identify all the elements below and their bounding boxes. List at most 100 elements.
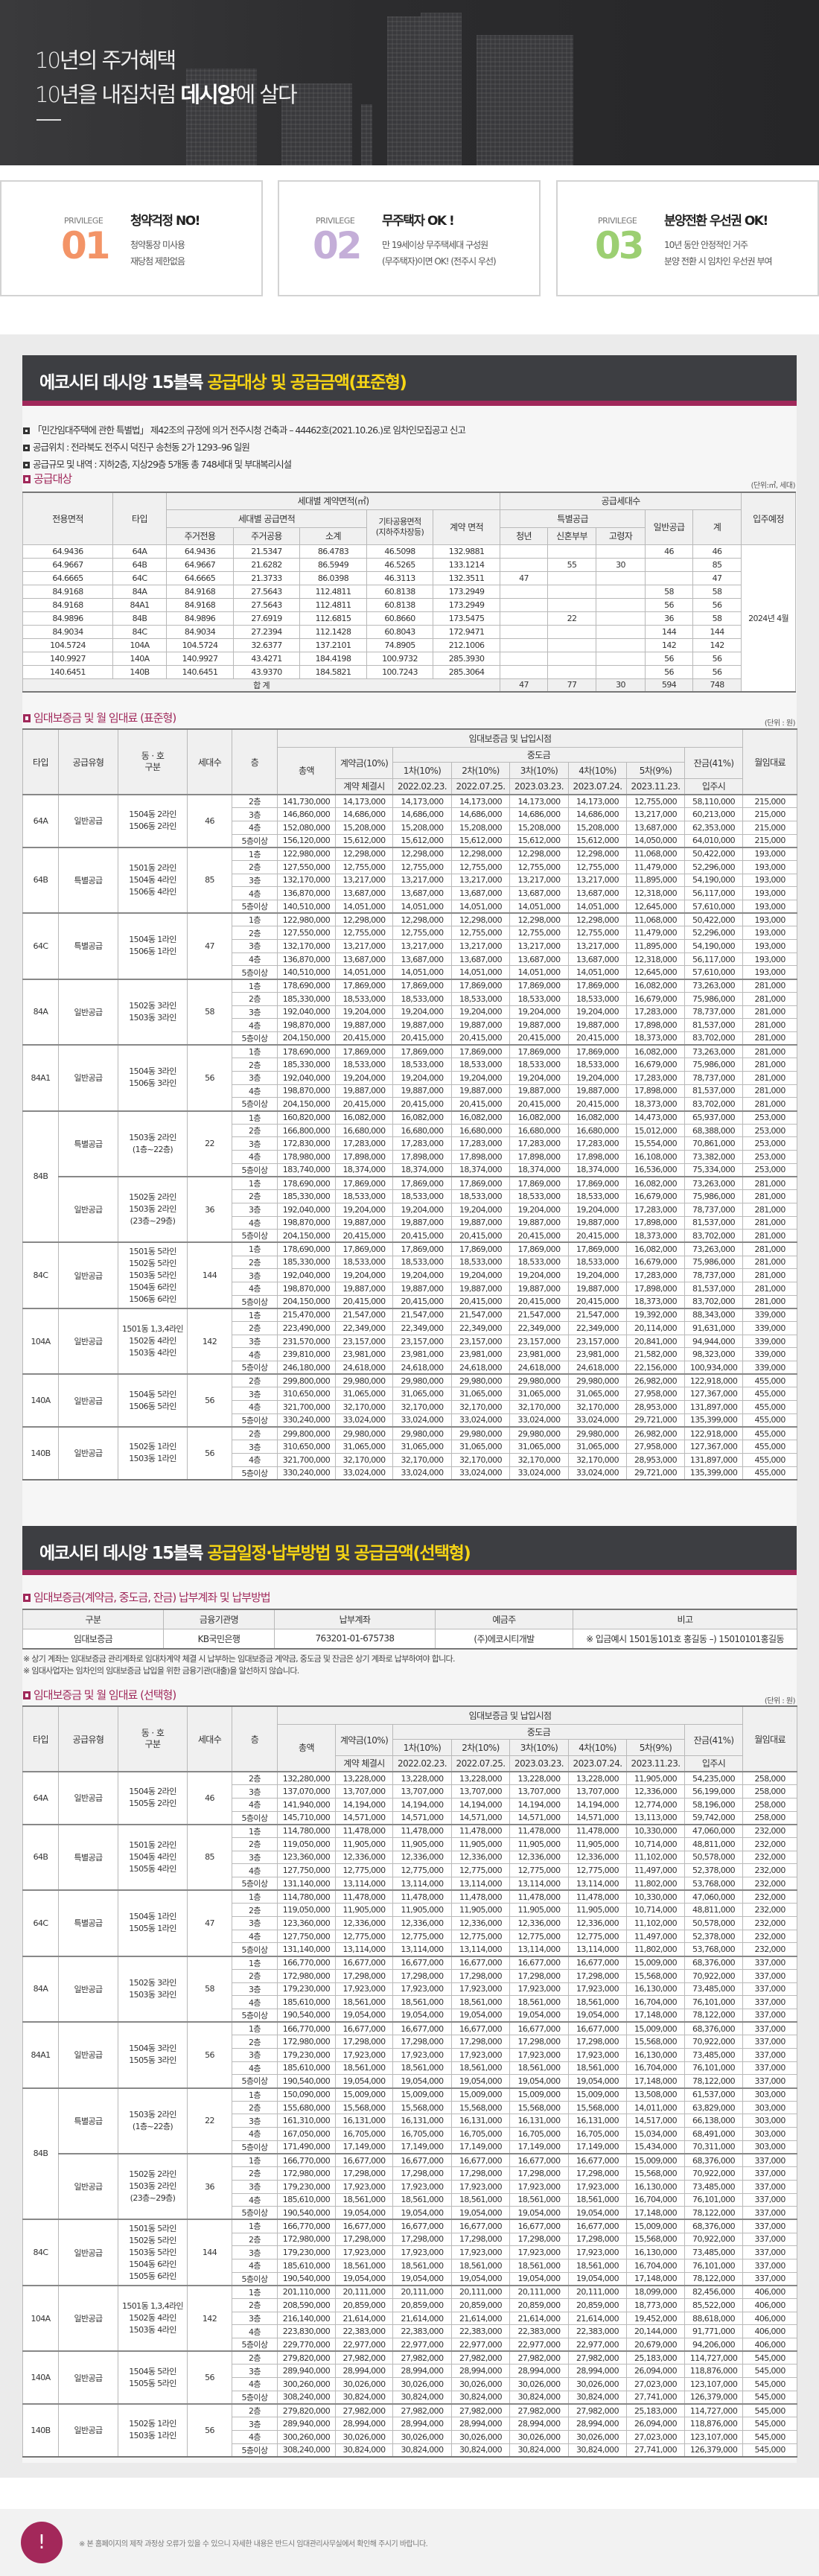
installment-5-cell: 13,687,000	[626, 820, 685, 835]
installment-1-cell: 17,869,000	[392, 1175, 452, 1191]
table-cell: 140B	[112, 664, 167, 679]
installment-4-cell: 14,686,000	[568, 807, 627, 821]
account-cell: 763201-01-675738	[274, 1628, 436, 1650]
installment-3-cell: 13,707,000	[509, 1784, 569, 1799]
installment-5-cell: 16,679,000	[626, 1189, 685, 1203]
installment-4-cell: 30,026,000	[568, 2429, 627, 2444]
contract-cell: 13,114,000	[335, 1877, 393, 1891]
installment-3-cell: 16,677,000	[509, 1955, 569, 1970]
installment-5-cell: 17,283,000	[626, 1070, 685, 1085]
header-row: 1차(10%) 2차(10%) 3차(10%) 4차(10%) 5차(9%)	[23, 761, 797, 779]
total-cell: 178,980,000	[277, 1150, 336, 1164]
installment-1-cell: 28,994,000	[392, 2417, 452, 2431]
installment-2-cell: 17,283,000	[451, 1136, 510, 1151]
table-cell: 142	[645, 637, 694, 652]
installment-4-cell: 20,111,000	[568, 2284, 627, 2299]
installment-3-cell: 14,173,000	[509, 794, 569, 809]
dong-line: 1503동 4라인	[129, 2325, 176, 2335]
floor-cell: 2층	[232, 2350, 278, 2365]
table-cell: 56	[645, 664, 694, 679]
monthly-rent-cell: 303,000	[742, 2140, 798, 2154]
installment-2-cell: 22,383,000	[451, 2324, 510, 2339]
contract-cell: 11,905,000	[335, 1903, 393, 1918]
installment-1-cell: 14,686,000	[392, 807, 452, 821]
installment-1-cell: 17,923,000	[392, 2179, 452, 2194]
monthly-rent-cell: 281,000	[742, 978, 798, 993]
installment-1-cell: 30,824,000	[392, 2390, 452, 2405]
installment-2-cell: 12,336,000	[451, 1850, 510, 1865]
installment-4-cell: 17,923,000	[568, 1982, 627, 1997]
total-cell: 183,740,000	[277, 1163, 336, 1177]
installment-5-cell: 12,318,000	[626, 886, 685, 900]
installment-3-cell: 18,374,000	[509, 1163, 569, 1177]
table-cell: 21.3733	[233, 570, 300, 585]
installment-3-cell: 17,869,000	[509, 1044, 569, 1059]
installment-4-cell: 20,415,000	[568, 1097, 627, 1111]
table-cell	[645, 557, 694, 572]
header-row: 계약 체결시 2022.02.23. 2022.07.25. 2023.03.23. 2…	[23, 777, 797, 795]
installment-1-cell: 16,705,000	[392, 2127, 452, 2141]
contract-cell: 19,204,000	[335, 1202, 393, 1217]
contract-cell: 30,026,000	[335, 2377, 393, 2391]
contract-cell: 17,923,000	[335, 2047, 393, 2062]
square-bullet-icon	[23, 462, 30, 468]
installment-2-cell: 15,208,000	[451, 820, 510, 835]
contract-cell: 12,755,000	[335, 859, 393, 874]
total-cell: 204,150,000	[277, 1294, 336, 1309]
dong-line: 1504동 3라인	[129, 1066, 176, 1077]
installment-2-cell: 12,755,000	[451, 859, 510, 874]
table-row: 4층 300,260,000 30,026,000 30,026,000 30,026,…	[23, 2377, 798, 2391]
installment-1-cell: 33,024,000	[392, 1466, 452, 1481]
total-cell: 167,050,000	[277, 2127, 336, 2141]
building-image	[186, 69, 257, 165]
dong-line: 1503동 5라인	[129, 2247, 176, 2257]
installment-5-cell: 20,841,000	[626, 1334, 685, 1349]
installment-1-cell: 17,869,000	[392, 1044, 452, 1059]
table-row: 4층 321,700,000 32,170,000 32,170,000 32,170,…	[23, 1400, 798, 1414]
total-cell: 141,940,000	[277, 1797, 336, 1812]
total-cell: 150,090,000	[277, 2087, 336, 2102]
installment-2-cell: 15,568,000	[451, 2100, 510, 2115]
installment-5-cell: 27,958,000	[626, 1387, 685, 1402]
installment-4-cell: 13,707,000	[568, 1784, 627, 1799]
installment-1-cell: 19,054,000	[392, 2074, 452, 2088]
installment-1-cell: 15,208,000	[392, 820, 452, 835]
table-cell	[500, 664, 549, 679]
monthly-rent-cell: 455,000	[742, 1387, 798, 1402]
installment-5-cell: 16,082,000	[626, 978, 685, 993]
col-dong: 동 · 호 구분	[118, 1705, 188, 1772]
balance-cell: 114,727,000	[683, 2403, 744, 2418]
installment-2-cell: 27,982,000	[451, 2350, 510, 2365]
square-bullet-icon	[23, 714, 31, 722]
installment-5-cell: 15,568,000	[626, 2166, 685, 2181]
balance-cell: 68,376,000	[683, 1955, 744, 1970]
floor-cell: 5층이상	[232, 1229, 278, 1243]
installment-2-cell: 18,561,000	[451, 2061, 510, 2076]
installment-2-cell: 17,869,000	[451, 1241, 510, 1256]
installment-2-cell: 30,824,000	[451, 2390, 510, 2405]
floor-cell: 5층이상	[232, 2271, 278, 2286]
installment-3-cell: 17,298,000	[509, 2166, 569, 2181]
contract-cell: 11,478,000	[335, 1823, 393, 1838]
installment-4-cell: 30,824,000	[568, 2443, 627, 2458]
installment-1-cell: 17,898,000	[392, 1150, 452, 1164]
installment-5-cell: 10,714,000	[626, 1836, 685, 1851]
balance-cell: 78,122,000	[683, 2008, 744, 2023]
table-row: 5층이상 183,740,000 18,374,000 18,374,000 18,37…	[23, 1163, 798, 1177]
table-row: 64.9667 64B 64.9667 21.6282 86.5949 46.5265 13…	[22, 557, 796, 572]
installment-4-cell: 18,561,000	[568, 1995, 627, 2009]
total-cell: 172,830,000	[277, 1136, 336, 1151]
table-cell	[596, 611, 646, 626]
installment-3-cell: 29,980,000	[509, 1426, 569, 1441]
installment-5-cell: 16,082,000	[626, 1175, 685, 1191]
table-cell: 60.8043	[366, 624, 433, 639]
installment-3-cell: 12,336,000	[509, 1850, 569, 1865]
monthly-rent-cell: 193,000	[742, 965, 798, 980]
installment-5-cell: 18,373,000	[626, 1294, 685, 1309]
total-cell: 178,690,000	[277, 1044, 336, 1059]
installment-2-cell: 16,677,000	[451, 2219, 510, 2233]
total-cell: 30	[596, 678, 646, 693]
total-cell: 198,870,000	[277, 1084, 336, 1098]
type-cell: 64C	[22, 1889, 59, 1957]
installment-5-cell: 11,497,000	[626, 1863, 685, 1877]
